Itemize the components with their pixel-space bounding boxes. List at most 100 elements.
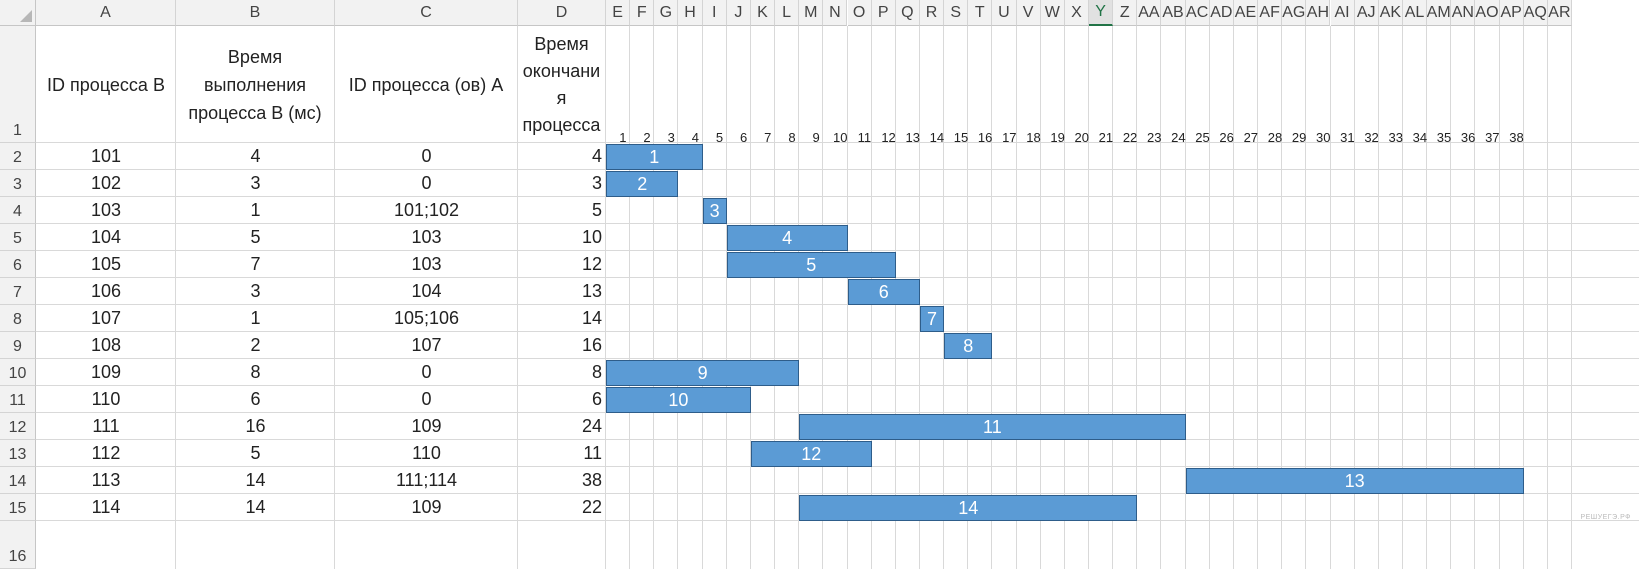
column-header-h[interactable]: H bbox=[678, 0, 703, 26]
cell-end-time[interactable]: 38 bbox=[581, 470, 602, 490]
row-header-14[interactable]: 14 bbox=[0, 467, 36, 494]
column-header-o[interactable]: O bbox=[847, 0, 872, 26]
column-header-an[interactable]: AN bbox=[1451, 0, 1476, 26]
timeline-tick[interactable]: 35 bbox=[1436, 130, 1452, 145]
cell-end-time[interactable]: 4 bbox=[591, 146, 602, 166]
timeline-tick[interactable]: 36 bbox=[1460, 130, 1476, 145]
cell-id-b[interactable]: 112 bbox=[91, 443, 121, 463]
gantt-bar-10[interactable]: 10 bbox=[606, 387, 751, 413]
cell-id-a[interactable]: 0 bbox=[421, 362, 432, 382]
timeline-tick[interactable]: 9 bbox=[812, 130, 820, 145]
cell-time-b[interactable]: 14 bbox=[245, 470, 266, 490]
column-header-u[interactable]: U bbox=[992, 0, 1017, 26]
column-header-y[interactable]: Y bbox=[1089, 0, 1114, 26]
timeline-tick[interactable]: 27 bbox=[1243, 130, 1259, 145]
cell-id-b[interactable]: 108 bbox=[90, 335, 122, 355]
cell-end-time[interactable]: 8 bbox=[591, 362, 602, 382]
cell-id-b[interactable]: 104 bbox=[90, 227, 122, 247]
timeline-tick[interactable]: 13 bbox=[905, 130, 920, 145]
cell-id-b[interactable]: 105 bbox=[90, 254, 122, 274]
gantt-bar-6[interactable]: 6 bbox=[847, 279, 920, 305]
row-header-3[interactable]: 3 bbox=[0, 170, 36, 197]
timeline-tick[interactable]: 26 bbox=[1219, 130, 1234, 145]
gantt-bar-9[interactable]: 9 bbox=[606, 360, 800, 386]
cell-id-a[interactable]: 109 bbox=[411, 497, 442, 517]
header-id-b[interactable]: ID процесса B bbox=[47, 74, 165, 95]
timeline-tick[interactable]: 12 bbox=[881, 130, 896, 145]
cell-id-b[interactable]: 110 bbox=[91, 389, 121, 409]
timeline-tick[interactable]: 37 bbox=[1485, 130, 1500, 145]
row-header-4[interactable]: 4 bbox=[0, 197, 36, 224]
timeline-tick[interactable]: 11 bbox=[857, 130, 872, 145]
gantt-bar-12[interactable]: 12 bbox=[750, 441, 872, 467]
timeline-tick[interactable]: 7 bbox=[764, 130, 772, 145]
cell-time-b[interactable]: 1 bbox=[250, 308, 261, 328]
row-header-6[interactable]: 6 bbox=[0, 251, 36, 278]
timeline-tick[interactable]: 14 bbox=[929, 130, 945, 145]
column-header-x[interactable]: X bbox=[1064, 0, 1089, 26]
cell-id-a[interactable]: 107 bbox=[411, 335, 442, 355]
timeline-tick[interactable]: 29 bbox=[1291, 130, 1307, 145]
cell-id-a[interactable]: 110 bbox=[412, 443, 441, 463]
timeline-tick[interactable]: 10 bbox=[833, 130, 848, 145]
cell-id-b[interactable]: 106 bbox=[90, 281, 122, 301]
header-end-time[interactable]: Время окончани я процесса bbox=[522, 33, 601, 135]
cell-id-a[interactable]: 111;114 bbox=[395, 470, 458, 490]
column-header-ao[interactable]: AO bbox=[1475, 0, 1500, 26]
timeline-tick[interactable]: 21 bbox=[1098, 130, 1114, 145]
column-header-f[interactable]: F bbox=[630, 0, 655, 26]
column-header-ap[interactable]: AP bbox=[1499, 0, 1524, 26]
timeline-tick[interactable]: 30 bbox=[1316, 130, 1331, 145]
column-header-aq[interactable]: AQ bbox=[1523, 0, 1548, 26]
cell-time-b[interactable]: 1 bbox=[250, 200, 261, 220]
cell-id-a[interactable]: 0 bbox=[421, 389, 432, 409]
row-header-9[interactable]: 9 bbox=[0, 332, 36, 359]
column-header-aa[interactable]: AA bbox=[1137, 0, 1162, 26]
gantt-bar-7[interactable]: 7 bbox=[919, 306, 945, 332]
cell-end-time[interactable]: 13 bbox=[581, 281, 602, 301]
cell-end-time[interactable]: 16 bbox=[581, 335, 602, 355]
cell-end-time[interactable]: 22 bbox=[581, 497, 602, 517]
gantt-bar-5[interactable]: 5 bbox=[726, 252, 896, 278]
gantt-bar-11[interactable]: 11 bbox=[799, 414, 1186, 440]
timeline-tick[interactable]: 34 bbox=[1412, 130, 1428, 145]
cell-end-time[interactable]: 12 bbox=[581, 254, 602, 274]
column-header-b[interactable]: B bbox=[176, 0, 335, 26]
row-header-1[interactable]: 1 bbox=[0, 26, 36, 143]
column-header-ag[interactable]: AG bbox=[1282, 0, 1307, 26]
timeline-tick[interactable]: 20 bbox=[1074, 130, 1089, 145]
column-header-ab[interactable]: AB bbox=[1161, 0, 1186, 26]
cell-end-time[interactable]: 5 bbox=[591, 200, 602, 220]
timeline-tick[interactable]: 19 bbox=[1050, 130, 1065, 145]
timeline-tick[interactable]: 3 bbox=[667, 130, 675, 145]
cell-time-b[interactable]: 14 bbox=[245, 497, 266, 517]
timeline-tick[interactable]: 25 bbox=[1195, 130, 1210, 145]
cell-id-a[interactable]: 103 bbox=[411, 227, 442, 247]
row-header-7[interactable]: 7 bbox=[0, 278, 36, 305]
column-header-e[interactable]: E bbox=[606, 0, 631, 26]
timeline-tick[interactable]: 15 bbox=[953, 130, 969, 145]
timeline-tick[interactable]: 28 bbox=[1267, 130, 1283, 145]
cell-time-b[interactable]: 6 bbox=[250, 389, 261, 409]
timeline-tick[interactable]: 4 bbox=[691, 130, 699, 145]
timeline-tick[interactable]: 1 bbox=[619, 130, 627, 145]
cell-time-b[interactable]: 4 bbox=[250, 146, 261, 166]
cell-id-b[interactable]: 111 bbox=[92, 416, 120, 436]
cell-id-a[interactable]: 101;102 bbox=[393, 200, 460, 220]
cell-id-b[interactable]: 101 bbox=[90, 146, 122, 166]
column-header-ac[interactable]: AC bbox=[1185, 0, 1210, 26]
cell-id-b[interactable]: 109 bbox=[90, 362, 122, 382]
column-header-p[interactable]: P bbox=[871, 0, 896, 26]
column-header-ah[interactable]: AH bbox=[1306, 0, 1331, 26]
timeline-tick[interactable]: 31 bbox=[1340, 130, 1355, 145]
cell-id-b[interactable]: 114 bbox=[91, 497, 121, 517]
gantt-bar-4[interactable]: 4 bbox=[726, 225, 848, 251]
header-time-b[interactable]: Время выполнения процесса B (мс) bbox=[188, 46, 322, 123]
row-header-12[interactable]: 12 bbox=[0, 413, 36, 440]
column-header-w[interactable]: W bbox=[1040, 0, 1065, 26]
timeline-tick[interactable]: 16 bbox=[977, 130, 993, 145]
cell-id-a[interactable]: 109 bbox=[411, 416, 442, 436]
cell-id-a[interactable]: 0 bbox=[421, 146, 432, 166]
timeline-tick[interactable]: 18 bbox=[1026, 130, 1041, 145]
